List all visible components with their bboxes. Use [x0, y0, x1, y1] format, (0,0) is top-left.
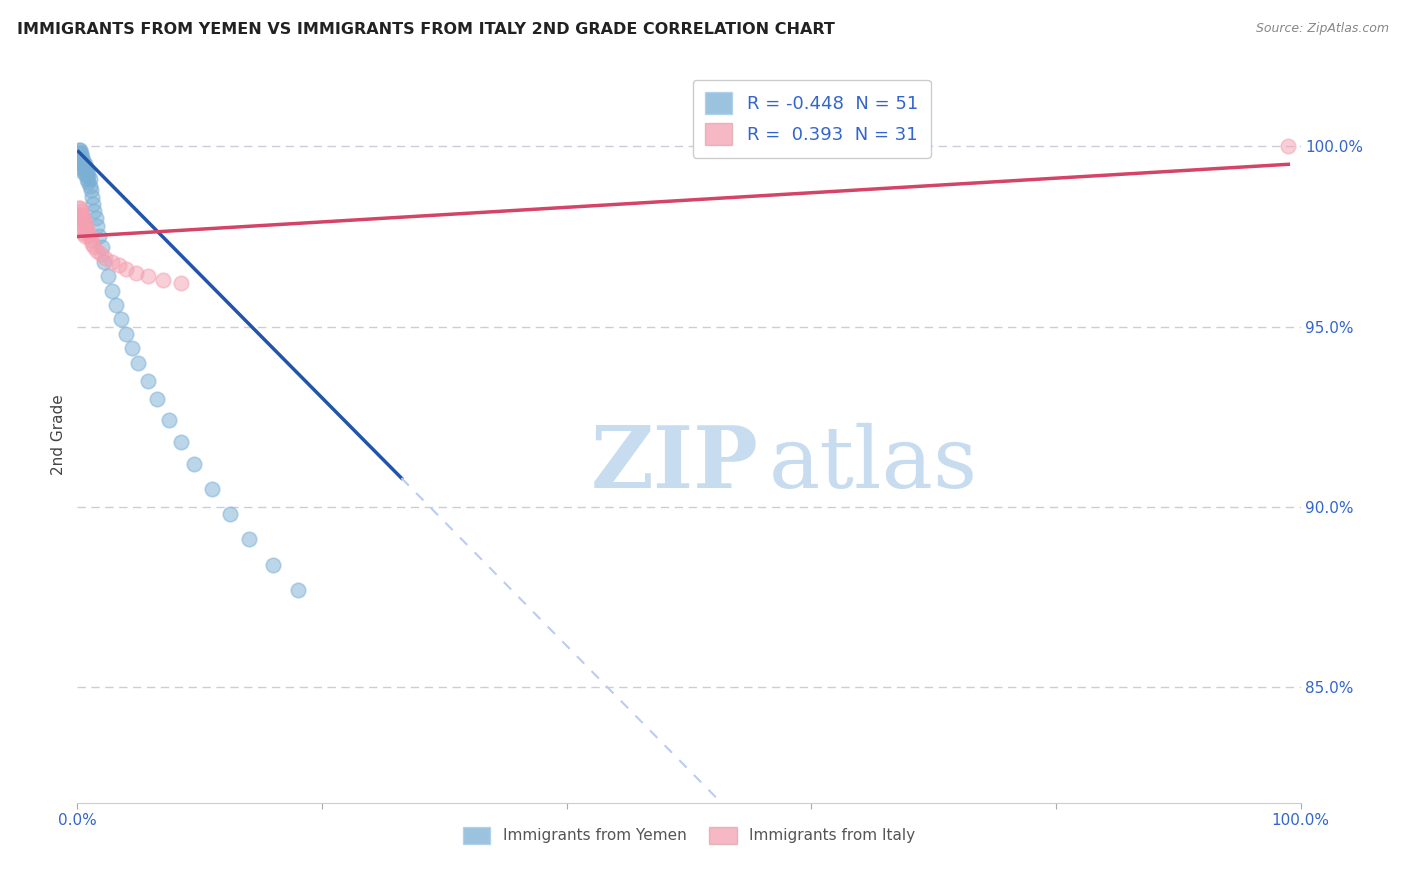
Point — [100, 254, 122, 268]
Point — [219, 507, 242, 521]
Point — [79, 171, 101, 186]
Point — [97, 269, 120, 284]
Point — [70, 146, 93, 161]
Point — [72, 211, 94, 226]
Point — [1277, 139, 1299, 153]
Point — [67, 146, 90, 161]
Point — [70, 204, 93, 219]
Legend: Immigrants from Yemen, Immigrants from Italy: Immigrants from Yemen, Immigrants from I… — [457, 821, 921, 850]
Point — [77, 226, 100, 240]
Text: Source: ZipAtlas.com: Source: ZipAtlas.com — [1256, 22, 1389, 36]
Point — [80, 190, 103, 204]
Point — [69, 153, 91, 168]
Point — [80, 236, 103, 251]
Y-axis label: 2nd Grade: 2nd Grade — [51, 394, 66, 475]
Point — [70, 150, 93, 164]
Point — [287, 582, 309, 597]
Point — [94, 251, 117, 265]
Point — [79, 229, 101, 244]
Point — [152, 273, 174, 287]
Point — [76, 222, 98, 236]
Point — [70, 161, 93, 175]
Point — [170, 435, 193, 450]
Point — [70, 208, 93, 222]
Point — [110, 312, 132, 326]
Point — [183, 457, 205, 471]
Point — [72, 226, 94, 240]
Point — [77, 168, 100, 182]
Point — [146, 392, 169, 406]
Point — [83, 240, 105, 254]
Point — [70, 215, 93, 229]
Text: IMMIGRANTS FROM YEMEN VS IMMIGRANTS FROM ITALY 2ND GRADE CORRELATION CHART: IMMIGRANTS FROM YEMEN VS IMMIGRANTS FROM… — [17, 22, 835, 37]
Point — [238, 533, 260, 547]
Point — [90, 247, 112, 261]
Point — [75, 168, 97, 182]
Text: atlas: atlas — [769, 423, 977, 506]
Point — [67, 201, 90, 215]
Point — [73, 215, 96, 229]
Point — [76, 171, 98, 186]
Point — [105, 298, 128, 312]
Point — [89, 229, 111, 244]
Point — [70, 157, 93, 171]
Point — [86, 219, 108, 233]
Point — [86, 244, 108, 258]
Point — [170, 277, 193, 291]
Point — [100, 284, 122, 298]
Point — [75, 219, 97, 233]
Point — [70, 150, 93, 164]
Point — [69, 150, 91, 164]
Point — [72, 157, 94, 171]
Point — [73, 164, 96, 178]
Point — [73, 157, 96, 171]
Text: ZIP: ZIP — [591, 422, 759, 507]
Point — [77, 175, 100, 189]
Point — [70, 153, 93, 168]
Point — [69, 211, 91, 226]
Point — [79, 178, 101, 193]
Point — [75, 161, 97, 175]
Point — [70, 222, 93, 236]
Point — [76, 164, 98, 178]
Point — [72, 164, 94, 178]
Point — [108, 258, 131, 272]
Point — [69, 143, 91, 157]
Point — [136, 374, 159, 388]
Point — [73, 229, 96, 244]
Point — [115, 326, 138, 341]
Point — [80, 233, 103, 247]
Point — [90, 240, 112, 254]
Point — [67, 208, 90, 222]
Point — [70, 219, 93, 233]
Point — [83, 204, 105, 219]
Point — [82, 197, 104, 211]
Point — [84, 211, 107, 226]
Point — [125, 266, 148, 280]
Point — [67, 143, 90, 157]
Point — [80, 183, 103, 197]
Point — [72, 153, 94, 168]
Point — [136, 269, 159, 284]
Point — [157, 413, 180, 427]
Point — [69, 201, 91, 215]
Point — [127, 356, 149, 370]
Point — [262, 558, 284, 572]
Point — [93, 254, 115, 268]
Point — [121, 341, 143, 355]
Point — [115, 261, 138, 276]
Point — [70, 153, 93, 168]
Point — [201, 482, 224, 496]
